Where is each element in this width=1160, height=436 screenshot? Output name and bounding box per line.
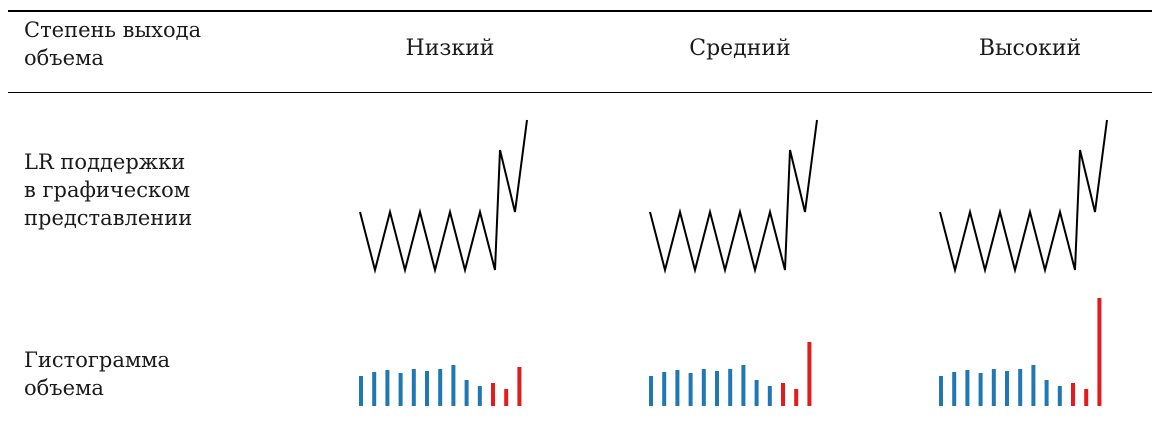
- histogram-medium: [649, 342, 812, 406]
- volume-bar: [504, 389, 509, 406]
- volume-bar: [1097, 298, 1102, 406]
- volume-bar: [675, 370, 680, 406]
- volume-bar: [741, 365, 746, 406]
- volume-bar: [939, 376, 943, 406]
- row-label-zigzag: LR поддержки в графическом представлении: [24, 148, 192, 232]
- header-label-line-1: Степень выхода: [24, 18, 202, 42]
- volume-bar: [794, 389, 799, 406]
- volume-bar: [1005, 371, 1009, 406]
- zigzag-medium: [649, 119, 818, 274]
- volume-bar: [1018, 369, 1023, 406]
- volume-bar: [715, 371, 719, 406]
- volume-bar: [701, 369, 706, 406]
- volume-bar: [359, 376, 363, 406]
- volume-bar: [1044, 380, 1049, 406]
- volume-bar: [398, 373, 403, 406]
- row-label-zigzag-line-2: в графическом: [24, 178, 191, 202]
- volume-bar: [517, 367, 522, 406]
- volume-bar: [978, 373, 983, 406]
- volume-bar: [1084, 389, 1089, 406]
- volume-bar: [728, 369, 733, 406]
- column-header-high: Высокий: [978, 36, 1082, 61]
- volume-bar: [1031, 365, 1036, 406]
- volume-bar: [767, 386, 772, 406]
- histogram-low: [359, 365, 522, 406]
- zigzag-high: [939, 119, 1108, 274]
- volume-bar: [991, 369, 996, 406]
- volume-bar: [649, 376, 653, 406]
- row-label-zigzag-line-1: LR поддержки: [24, 150, 186, 174]
- zigzag-low: [359, 119, 528, 274]
- header-label-line-2: объема: [24, 46, 104, 70]
- volume-bar: [754, 380, 759, 406]
- volume-bar: [952, 372, 957, 406]
- row-label-zigzag-line-3: представлении: [24, 206, 193, 230]
- volume-bar: [1057, 386, 1062, 406]
- zigzag-line-low: [359, 119, 528, 274]
- volume-bar: [965, 370, 970, 406]
- volume-bar: [372, 372, 377, 406]
- header-label: Степень выхода объема: [24, 16, 201, 72]
- table-top-rule: [8, 10, 1152, 12]
- volume-bar: [807, 342, 812, 406]
- table-header-rule: [8, 92, 1152, 93]
- volume-bar: [451, 365, 456, 406]
- row-label-histogram-line-1: Гистограмма: [24, 348, 171, 372]
- row-label-histogram: Гистограмма объема: [24, 346, 170, 402]
- volume-bar: [385, 370, 390, 406]
- row-label-histogram-line-2: объема: [24, 376, 104, 400]
- volume-bar: [438, 369, 443, 406]
- volume-bar: [781, 383, 785, 406]
- volume-bar: [1071, 383, 1075, 406]
- volume-bar: [477, 386, 482, 406]
- volume-bar: [411, 369, 416, 406]
- volume-bar: [425, 371, 429, 406]
- volume-bar: [688, 373, 693, 406]
- zigzag-line-medium: [649, 119, 818, 274]
- volume-bar: [491, 383, 495, 406]
- volume-bar: [662, 372, 667, 406]
- zigzag-line-high: [939, 119, 1108, 274]
- column-header-medium: Средний: [689, 36, 791, 61]
- volume-bar: [464, 380, 469, 406]
- column-header-low: Низкий: [405, 36, 495, 61]
- histogram-high: [939, 298, 1102, 406]
